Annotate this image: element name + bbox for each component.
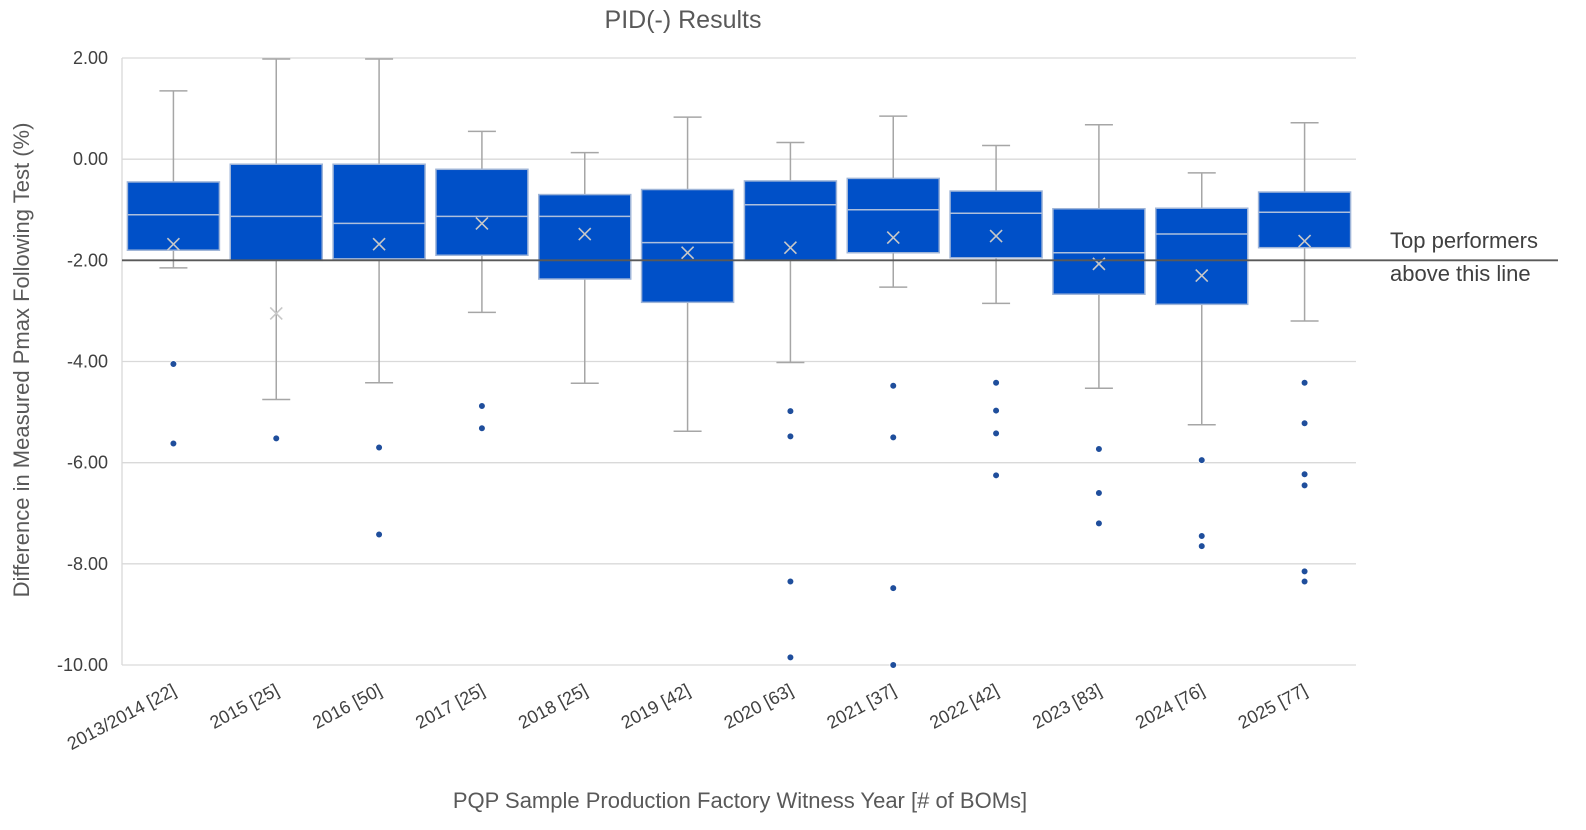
mean-marker (475, 216, 489, 230)
x-tick-label: 2024 [76] (1132, 680, 1208, 733)
outlier-point (889, 661, 898, 669)
iqr-box (538, 193, 632, 280)
mean-marker (578, 227, 592, 241)
x-tick-label: 2017 [25] (412, 680, 488, 733)
reference-line-label: above this line (1390, 261, 1531, 286)
box-1 (126, 90, 221, 448)
box-10 (1052, 124, 1146, 528)
mean-marker (989, 229, 1003, 243)
x-tick-label: 2019 [42] (618, 680, 694, 733)
outlier-point (889, 381, 898, 390)
x-tick-label: 2021 [37] (823, 680, 899, 733)
y-tick-label: -6.00 (67, 453, 108, 473)
x-tick-label: 2025 [77] (1235, 680, 1311, 733)
outlier-point (1095, 519, 1103, 528)
outlier-point (478, 424, 486, 433)
outlier-point (1300, 577, 1309, 586)
box-12 (1257, 121, 1352, 586)
outlier-point (1300, 567, 1309, 576)
outlier-point (992, 378, 1000, 387)
x-tick-label: 2023 [83] (1029, 680, 1105, 733)
outlier-point (1095, 445, 1103, 453)
outlier-point (1095, 489, 1103, 497)
y-axis-label: Difference in Measured Pmax Following Te… (9, 123, 34, 598)
box-6 (640, 116, 735, 433)
box-2 (229, 58, 323, 443)
iqr-box (332, 163, 426, 260)
outlier-point (889, 584, 898, 592)
iqr-box (846, 177, 940, 254)
y-tick-label: -10.00 (57, 655, 108, 675)
iqr-box (949, 190, 1043, 259)
outlier-point (992, 471, 1000, 480)
x-tick-label: 2015 [25] (206, 680, 282, 733)
mean-marker (372, 237, 386, 251)
outlier-point (992, 406, 1000, 415)
box-11 (1155, 172, 1249, 550)
outlier-point (1197, 532, 1206, 540)
gridlines (121, 57, 1356, 666)
outlier-point (1300, 470, 1309, 479)
y-tick-label: -4.00 (67, 352, 108, 372)
outlier-point (272, 434, 281, 443)
y-tick-label: -8.00 (67, 554, 108, 574)
outlier-point (375, 530, 383, 539)
box-series (126, 58, 1352, 669)
x-tick-label: 2013/2014 [22] (64, 680, 179, 754)
outlier-point (786, 407, 795, 415)
y-axis-tick-labels: 2.00 0.00 -2.00 -4.00 -6.00 -8.00 -10.00 (57, 48, 108, 675)
box-4 (435, 130, 529, 433)
iqr-box (640, 188, 735, 304)
mean-marker (681, 246, 695, 260)
mean-marker (783, 241, 797, 255)
outlier-point (889, 433, 898, 442)
iqr-box (1052, 207, 1146, 295)
mean-marker (1195, 268, 1209, 283)
outlier-point (375, 443, 383, 452)
box-3 (332, 58, 426, 539)
x-tick-label: 2016 [50] (309, 680, 385, 733)
reference-line-label: Top performers (1390, 228, 1538, 253)
x-tick-label: 2022 [42] (926, 680, 1002, 733)
iqr-box (229, 163, 323, 262)
mean-marker (269, 306, 283, 321)
iqr-box (1257, 191, 1352, 249)
x-tick-label: 2020 [63] (721, 680, 797, 733)
outlier-point (1300, 419, 1309, 428)
x-tick-label: 2018 [25] (515, 680, 591, 733)
outlier-point (786, 432, 795, 441)
box-7 (743, 141, 838, 662)
reference-line-group: Top performers above this line (122, 228, 1558, 286)
outlier-point (992, 429, 1000, 438)
outlier-point (1300, 481, 1309, 490)
y-tick-label: -2.00 (67, 250, 108, 270)
outlier-point (786, 653, 795, 662)
outlier-point (1197, 542, 1206, 550)
outlier-point (169, 439, 178, 448)
box-5 (538, 151, 632, 385)
outlier-point (478, 402, 486, 410)
iqr-box (126, 181, 221, 251)
outlier-point (1300, 378, 1309, 387)
box-9 (949, 144, 1043, 480)
box-8 (846, 115, 940, 669)
chart-title: PID(-) Results (605, 6, 762, 34)
outlier-point (169, 360, 178, 368)
x-axis-tick-labels: 2013/2014 [22] 2015 [25] 2016 [50] 2017 [25… (64, 680, 1311, 754)
outlier-point (1197, 456, 1206, 464)
y-tick-label: 0.00 (73, 149, 108, 169)
iqr-box (1155, 207, 1249, 306)
x-axis-label: PQP Sample Production Factory Witness Ye… (453, 788, 1027, 813)
mean-marker (886, 231, 900, 245)
mean-marker (166, 237, 180, 251)
y-tick-label: 2.00 (73, 48, 108, 68)
outlier-point (786, 577, 795, 586)
iqr-box (435, 168, 529, 257)
mean-marker (1298, 234, 1312, 248)
